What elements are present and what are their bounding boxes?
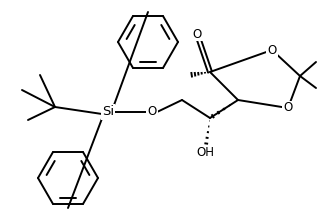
Text: O: O <box>283 101 293 115</box>
Text: O: O <box>192 28 201 40</box>
Text: Si: Si <box>102 105 114 119</box>
Text: OH: OH <box>196 145 214 159</box>
Text: O: O <box>267 44 277 57</box>
Text: O: O <box>147 105 156 119</box>
